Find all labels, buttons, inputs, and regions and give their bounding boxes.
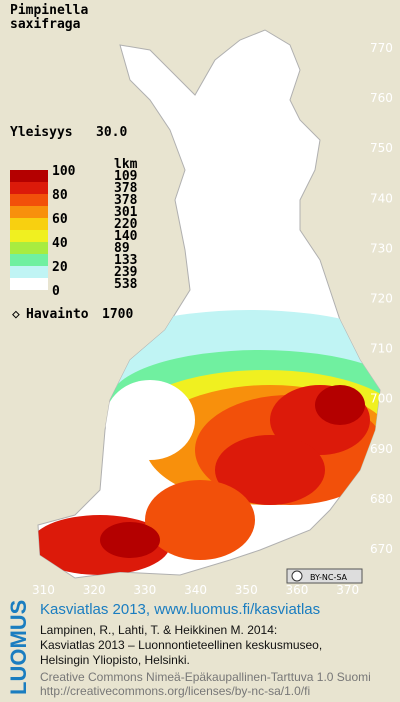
north-coordinate: 670 bbox=[370, 542, 393, 556]
license-line: Creative Commons Nimeä-Epäkaupallinen-Ta… bbox=[40, 670, 371, 684]
north-coordinate: 680 bbox=[370, 492, 393, 506]
citation-line: Lampinen, R., Lahti, T. & Heikkinen M. 2… bbox=[40, 623, 277, 637]
legend-scale-label: 20 bbox=[52, 260, 68, 275]
zone bbox=[145, 480, 255, 560]
legend-scale-label: 80 bbox=[52, 188, 68, 203]
title-line: Pimpinella bbox=[10, 3, 88, 18]
north-coordinate: 700 bbox=[370, 392, 393, 406]
distribution bbox=[38, 310, 380, 575]
title-line: saxifraga bbox=[10, 17, 81, 32]
north-coordinate: 690 bbox=[370, 442, 393, 456]
headline: Kasviatlas 2013, www.luomus.fi/kasviatla… bbox=[40, 601, 320, 618]
legend-count: 378 bbox=[114, 193, 138, 208]
east-coordinate: 350 bbox=[235, 583, 258, 597]
legend-swatch bbox=[10, 242, 48, 254]
legend-swatch bbox=[10, 230, 48, 242]
legend-swatch bbox=[10, 206, 48, 218]
license-line: http://creativecommons.org/licenses/by-n… bbox=[40, 684, 310, 698]
legend-swatch bbox=[10, 254, 48, 266]
legend-swatch bbox=[10, 218, 48, 230]
observation-count: 1700 bbox=[102, 307, 133, 322]
frequency-value: 30.0 bbox=[96, 125, 127, 140]
east-coordinate: 320 bbox=[83, 583, 106, 597]
east-coordinate: 330 bbox=[133, 583, 156, 597]
north-coordinate: 730 bbox=[370, 241, 393, 255]
east-coordinate: 370 bbox=[336, 583, 359, 597]
legend-header: lkm bbox=[114, 157, 138, 172]
legend-count: 89 bbox=[114, 241, 130, 256]
license-badge: BY-NC-SA bbox=[286, 568, 363, 584]
legend-scale-label: 100 bbox=[52, 164, 76, 179]
legend-count: 538 bbox=[114, 277, 138, 292]
north-coordinate: 720 bbox=[370, 292, 393, 306]
observation-symbol: ◇ bbox=[12, 307, 20, 322]
legend-swatch bbox=[10, 278, 48, 290]
legend-count: 133 bbox=[114, 253, 137, 268]
legend-count: 301 bbox=[114, 205, 138, 220]
zone bbox=[100, 522, 160, 558]
zone bbox=[105, 380, 195, 460]
north-coordinate: 740 bbox=[370, 191, 393, 205]
zone bbox=[315, 385, 365, 425]
title: Pimpinella saxifraga Yleisyys 30.0 lkm ◇… bbox=[10, 3, 138, 322]
legend-count: 140 bbox=[114, 229, 138, 244]
brand: LUOMUS bbox=[6, 600, 31, 695]
north-coordinate: 710 bbox=[370, 342, 393, 356]
east-coordinate: 340 bbox=[184, 583, 207, 597]
legend-scale-label: 0 bbox=[52, 284, 60, 299]
legend-scale-label: 40 bbox=[52, 236, 68, 251]
north-coordinate: 760 bbox=[370, 91, 393, 105]
citation-line: Kasviatlas 2013 – Luonnontieteellinen ke… bbox=[40, 638, 322, 652]
north-coordinate: 750 bbox=[370, 141, 393, 155]
cc-icon bbox=[291, 570, 303, 582]
legend-count: 109 bbox=[114, 169, 137, 184]
zone bbox=[215, 435, 325, 505]
legend-swatch bbox=[10, 182, 48, 194]
north-coordinate: 770 bbox=[370, 41, 393, 55]
legend-scale-label: 60 bbox=[52, 212, 68, 227]
legend-count: 239 bbox=[114, 265, 137, 280]
badge-text: BY-NC-SA bbox=[310, 573, 348, 582]
east-coordinate: 360 bbox=[286, 583, 309, 597]
legend-count: 378 bbox=[114, 181, 138, 196]
badge-box bbox=[286, 568, 363, 584]
legend-swatch bbox=[10, 194, 48, 206]
citation-line: Helsingin Yliopisto, Helsinki. bbox=[40, 653, 190, 667]
observation-label: Havainto bbox=[26, 307, 89, 322]
legend-count: 220 bbox=[114, 217, 138, 232]
legend-swatch bbox=[10, 266, 48, 278]
frequency-label: Yleisyys bbox=[10, 125, 73, 140]
east-coordinate: 310 bbox=[32, 583, 55, 597]
legend-swatch bbox=[10, 170, 48, 182]
